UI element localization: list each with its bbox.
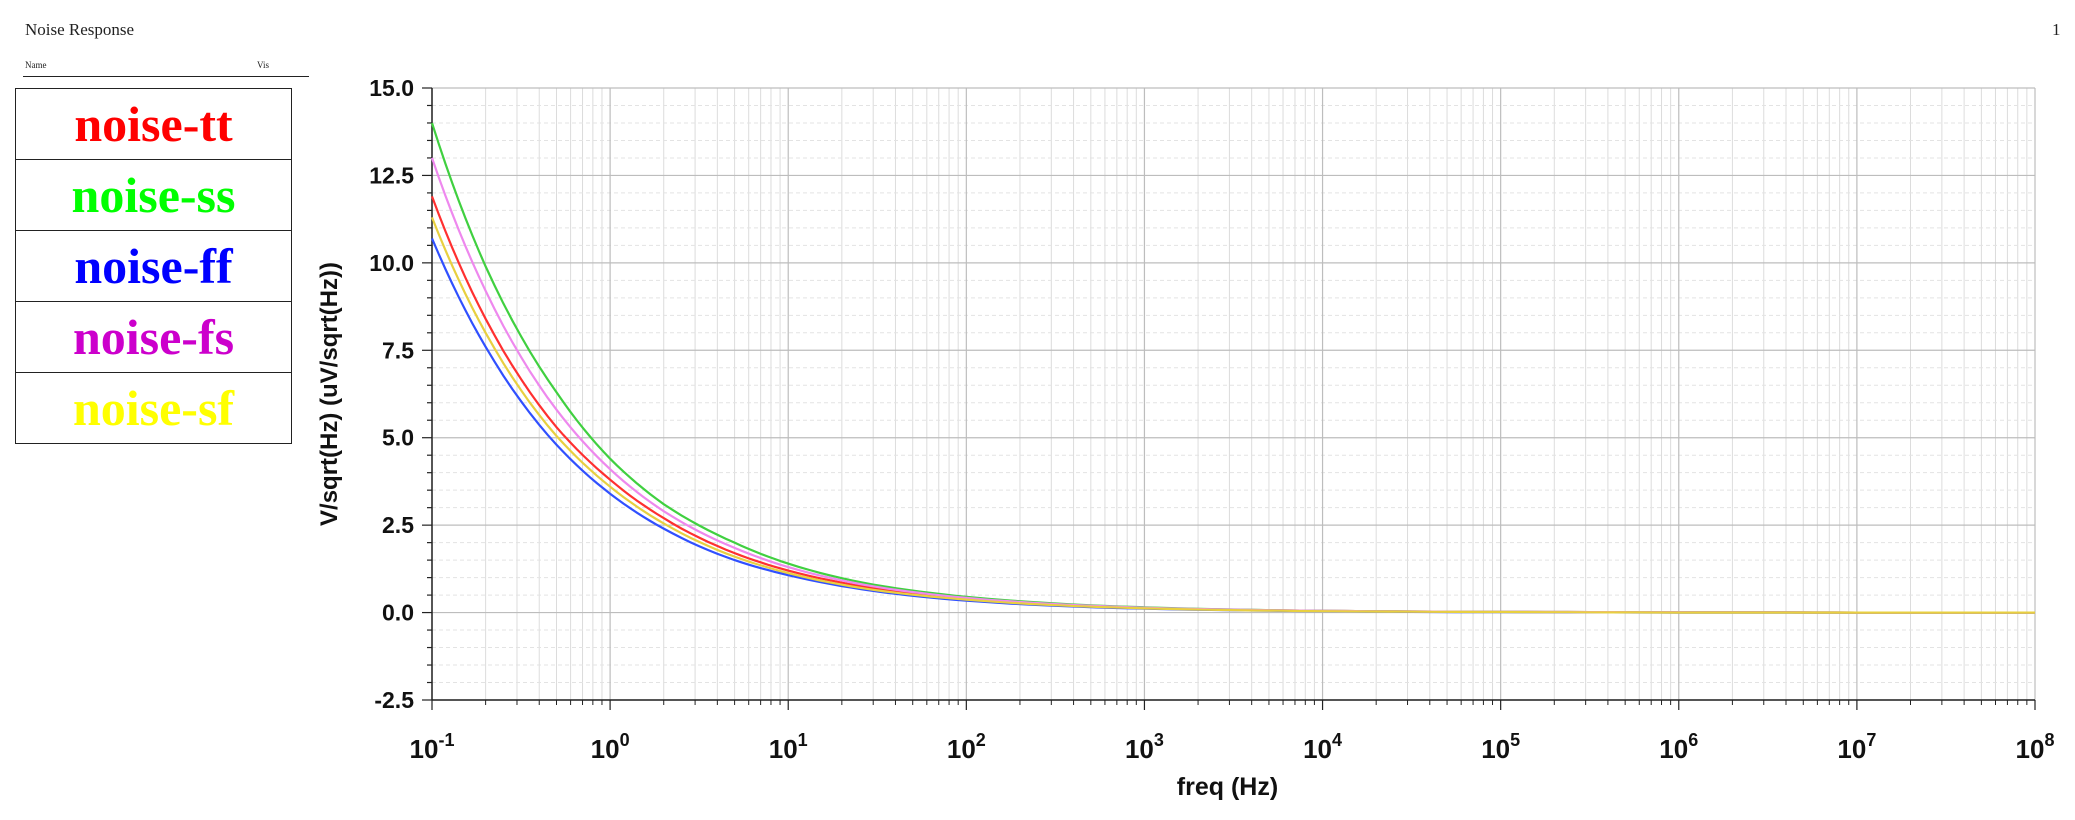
page-number: 1 bbox=[2052, 20, 2061, 39]
y-tick-label: 7.5 bbox=[382, 337, 414, 363]
y-tick-label: 2.5 bbox=[382, 512, 414, 538]
chart-window-title: Noise Response bbox=[25, 20, 135, 39]
y-tick-label: 0.0 bbox=[382, 600, 414, 626]
y-tick-label: 15.0 bbox=[369, 75, 414, 101]
y-tick-label: -2.5 bbox=[374, 687, 414, 713]
legend-header-vis: Vis bbox=[257, 60, 269, 70]
legend-header: Name Vis bbox=[23, 58, 309, 77]
series-line-noise-tt bbox=[430, 196, 2035, 614]
y-axis-label: V/sqrt(Hz) (uV/sqrt(Hz)) bbox=[316, 262, 343, 526]
y-tick-label: 12.5 bbox=[369, 162, 414, 188]
series-lines bbox=[430, 122, 2035, 614]
legend-item-noise-tt[interactable]: noise-tt bbox=[16, 89, 291, 160]
legend: noise-tt noise-ss noise-ff noise-fs nois… bbox=[15, 88, 292, 444]
legend-item-noise-ff[interactable]: noise-ff bbox=[16, 231, 291, 302]
x-tick-label: 105 bbox=[1481, 730, 1520, 764]
x-tick-label: 103 bbox=[1125, 730, 1164, 764]
legend-header-name: Name bbox=[25, 60, 47, 70]
legend-item-label: noise-fs bbox=[72, 309, 235, 365]
x-tick-label: 106 bbox=[1659, 730, 1698, 764]
legend-item-label: noise-ss bbox=[71, 167, 236, 223]
series-line-noise-ff bbox=[430, 237, 2035, 614]
legend-item-noise-sf[interactable]: noise-sf bbox=[16, 373, 291, 444]
axes bbox=[422, 87, 2036, 710]
x-tick-label: 101 bbox=[769, 730, 808, 764]
x-tick-label: 107 bbox=[1837, 730, 1876, 764]
legend-item-label: noise-tt bbox=[74, 96, 233, 152]
y-tick-labels: 15.0 12.5 10.0 7.5 5.0 2.5 0.0 -2.5 bbox=[369, 75, 414, 713]
legend-item-label: noise-sf bbox=[72, 380, 235, 436]
x-tick-label: 100 bbox=[591, 730, 630, 764]
grid-minor bbox=[432, 88, 2035, 700]
x-tick-label: 104 bbox=[1303, 730, 1342, 764]
x-axis-label: freq (Hz) bbox=[1177, 773, 1278, 801]
x-tick-labels: 10-1 100 101 102 103 104 105 106 107 108 bbox=[410, 730, 2055, 764]
x-tick-label: 108 bbox=[2016, 730, 2055, 764]
legend-item-label: noise-ff bbox=[74, 238, 233, 294]
legend-item-noise-fs[interactable]: noise-fs bbox=[16, 302, 291, 373]
grid-major bbox=[431, 87, 2036, 701]
y-tick-label: 5.0 bbox=[382, 425, 414, 451]
y-tick-label: 10.0 bbox=[369, 250, 414, 276]
x-tick-label: 102 bbox=[947, 730, 986, 764]
x-tick-label: 10-1 bbox=[410, 730, 455, 764]
series-line-noise-sf bbox=[430, 216, 2035, 614]
legend-item-noise-ss[interactable]: noise-ss bbox=[16, 160, 291, 231]
